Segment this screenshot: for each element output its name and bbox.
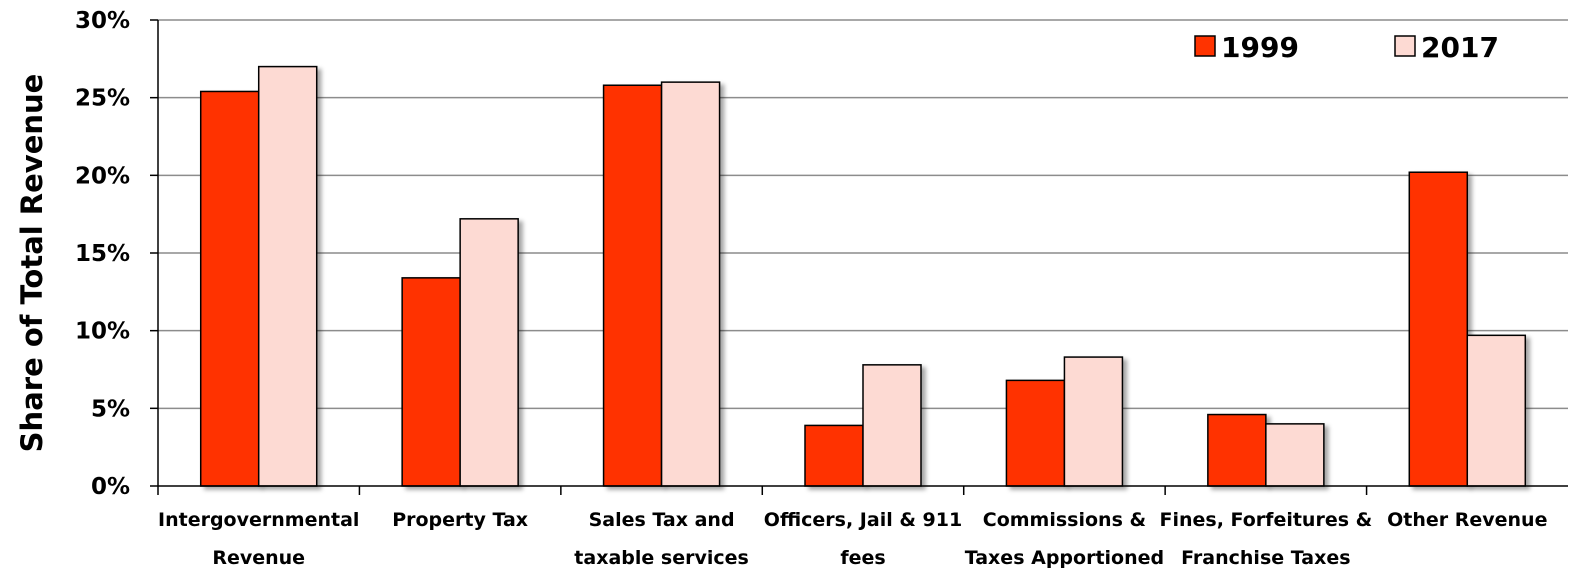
y-tick-label: 0% [91, 474, 130, 500]
category-labels: Intergovernmental Revenue Property Tax Sale… [158, 509, 1547, 569]
bar-1999-6 [1408, 171, 1469, 487]
y-tick-label: 20% [75, 163, 130, 189]
bar-1999-4 [1005, 379, 1066, 487]
bar-2017-0 [257, 65, 318, 487]
category-label: Commissions & [983, 509, 1146, 531]
category-label: Intergovernmental [158, 509, 359, 531]
y-tick-label: 25% [75, 86, 130, 112]
bar-2017-1 [459, 218, 519, 487]
axes [150, 19, 1568, 495]
bar-1999-5 [1207, 413, 1267, 487]
bar-2017-6 [1466, 334, 1527, 487]
gridlines [158, 19, 1568, 410]
bar-1999-2 [602, 84, 663, 487]
legend-swatch-2017 [1394, 35, 1416, 57]
bar-2017-2 [660, 81, 721, 487]
category-label: Taxes Apportioned [965, 547, 1164, 569]
y-tick-label: 10% [75, 319, 130, 345]
category-label: fees [840, 547, 885, 569]
bar-2017-5 [1265, 423, 1325, 487]
y-tick-label: 15% [75, 241, 130, 267]
legend-label-2017: 2017 [1421, 31, 1499, 64]
category-label: Property Tax [392, 509, 528, 531]
bar-1999-1 [401, 277, 461, 487]
bar-2017-3 [862, 364, 922, 487]
category-label: Officers, Jail & 911 [764, 509, 962, 531]
bar-2017-4 [1063, 356, 1124, 487]
legend-label-1999: 1999 [1221, 31, 1299, 64]
legend-swatch-1999 [1194, 35, 1216, 57]
category-label: Sales Tax and [589, 509, 735, 531]
y-axis-title: Share of Total Revenue [15, 74, 49, 453]
category-label: Franchise Taxes [1181, 547, 1350, 569]
bar-1999-3 [804, 424, 864, 487]
category-label: Fines, Forfeitures & [1160, 509, 1373, 531]
category-label: taxable services [574, 547, 749, 569]
y-tick-label: 5% [91, 396, 130, 422]
legend: 1999 2017 [1194, 31, 1499, 64]
bars [199, 65, 1527, 487]
bar-1999-0 [199, 90, 260, 487]
y-tick-labels: 0% 5% 10% 15% 20% 25% 30% [75, 8, 130, 500]
category-label: Revenue [212, 547, 305, 569]
y-tick-label: 30% [75, 8, 130, 34]
category-label: Other Revenue [1387, 509, 1547, 531]
